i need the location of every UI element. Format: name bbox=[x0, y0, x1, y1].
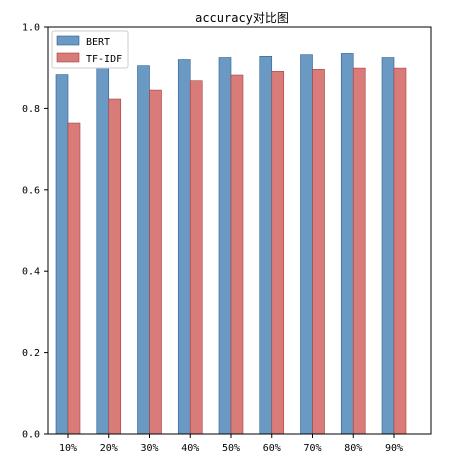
bar-bert-4 bbox=[177, 59, 191, 435]
bar-tfidf-7 bbox=[312, 69, 325, 435]
bar-tfidf-5 bbox=[230, 74, 244, 435]
y-tick-label: 0.2 bbox=[22, 348, 40, 359]
bar-bert-6 bbox=[259, 56, 273, 435]
chart-title: accuracy对比图 bbox=[195, 11, 289, 25]
x-tick-label: 80% bbox=[344, 443, 362, 454]
x-tick-label: 20% bbox=[100, 443, 118, 454]
legend-swatch-bert bbox=[56, 35, 80, 46]
x-tick-label: 10% bbox=[59, 443, 77, 454]
legend: BERT TF-IDF bbox=[51, 30, 129, 69]
x-tick-label: 90% bbox=[385, 443, 403, 454]
bar-bert-2 bbox=[96, 67, 110, 435]
x-tick-label: 60% bbox=[263, 443, 281, 454]
bar-tfidf-3 bbox=[149, 89, 162, 435]
bar-tfidf-1 bbox=[67, 122, 81, 435]
y-tick-label: 1.0 bbox=[22, 23, 40, 34]
x-tick-label: 50% bbox=[222, 443, 240, 454]
legend-swatch-tfidf bbox=[56, 52, 80, 63]
bar-tfidf-2 bbox=[108, 98, 122, 435]
bar-tfidf-8 bbox=[352, 67, 366, 435]
axes-layer: 10% 20% 30% 40% 50% 60% 70% 80% 90% 0.0 0.2 0.4 0.6 0… bbox=[22, 23, 403, 455]
x-tick-label: 30% bbox=[140, 443, 158, 454]
x-tick-label: 70% bbox=[303, 443, 321, 454]
y-tick-label: 0.0 bbox=[22, 430, 40, 441]
plot-frame bbox=[47, 26, 432, 435]
legend-label-tfidf: TF-IDF bbox=[86, 54, 122, 65]
bar-tfidf-6 bbox=[271, 71, 285, 435]
bar-bert-5 bbox=[218, 57, 232, 435]
bar-bert-3 bbox=[137, 65, 150, 435]
bar-tfidf-4 bbox=[189, 80, 203, 435]
y-tick-label: 0.6 bbox=[22, 185, 40, 196]
y-tick-label: 0.8 bbox=[22, 104, 40, 115]
bar-tfidf-9 bbox=[393, 67, 407, 435]
legend-label-bert: BERT bbox=[86, 37, 110, 48]
bar-bert-9 bbox=[381, 57, 395, 435]
x-tick-label: 40% bbox=[181, 443, 199, 454]
bars-layer bbox=[55, 53, 407, 435]
bar-bert-7 bbox=[300, 54, 313, 435]
bar-bert-1 bbox=[55, 74, 69, 435]
y-tick-label: 0.4 bbox=[22, 267, 40, 278]
bar-bert-8 bbox=[340, 53, 354, 435]
